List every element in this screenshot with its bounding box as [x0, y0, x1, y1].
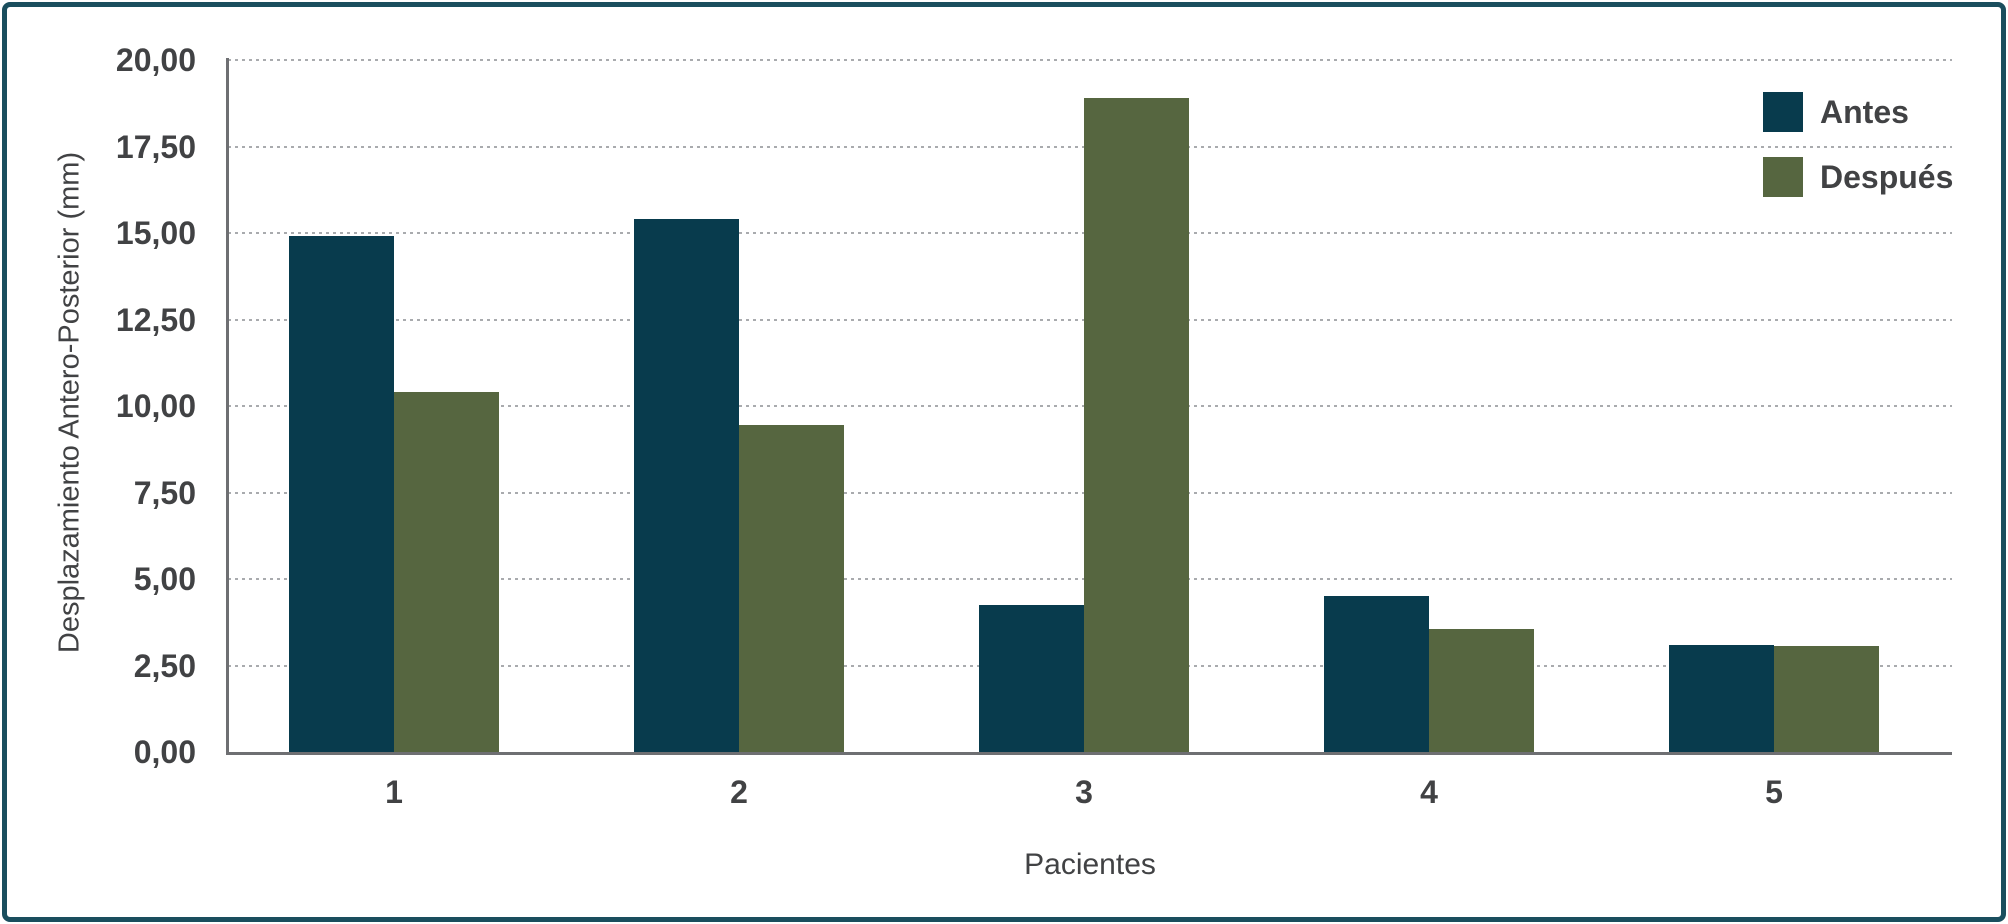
bar-antes-patient-5 — [1669, 644, 1774, 752]
x-axis-line — [226, 752, 1952, 755]
despues-color-swatch — [1763, 157, 1803, 197]
y-tick-label: 12,50 — [115, 301, 196, 338]
x-tick-label: 5 — [1765, 774, 1783, 810]
x-tick-label: 4 — [1420, 774, 1438, 810]
y-tick-label: 15,00 — [115, 215, 196, 251]
legend-label-antes: Antes — [1820, 94, 1909, 130]
y-tick-label: 17,50 — [115, 128, 196, 165]
y-tick-label: 7,50 — [133, 474, 196, 511]
x-tick-label: 2 — [730, 774, 748, 810]
x-tick-label: 3 — [1075, 774, 1093, 810]
x-tick-label: 1 — [385, 774, 403, 810]
y-tick-label: 20,00 — [115, 42, 196, 78]
x-axis-title: Pacientes — [1024, 848, 1156, 881]
y-tick-label: 2,50 — [133, 647, 196, 684]
legend-item-antes: Antes — [1763, 92, 1909, 132]
bar-despues-patient-1 — [394, 392, 499, 752]
bar-antes-patient-4 — [1324, 596, 1429, 752]
y-tick-label: 10,00 — [115, 388, 196, 424]
bar-antes-patient-2 — [634, 219, 739, 752]
y-axis-line — [226, 58, 229, 754]
bar-despues-patient-3 — [1084, 98, 1189, 752]
bar-despues-patient-5 — [1774, 646, 1879, 752]
y-axis-title: Desplazamiento Antero-Posterior (mm) — [53, 151, 86, 654]
bar-despues-patient-4 — [1429, 629, 1534, 752]
y-tick-label: 0,00 — [133, 734, 196, 770]
gridline — [228, 59, 1952, 61]
legend-item-despues: Después — [1763, 157, 1953, 197]
legend-label-despues: Después — [1820, 159, 1954, 195]
bar-antes-patient-3 — [979, 604, 1084, 752]
bar-despues-patient-2 — [739, 425, 844, 752]
bar-antes-patient-1 — [289, 236, 394, 752]
y-tick-label: 5,00 — [133, 561, 196, 597]
antes-color-swatch — [1763, 92, 1803, 132]
